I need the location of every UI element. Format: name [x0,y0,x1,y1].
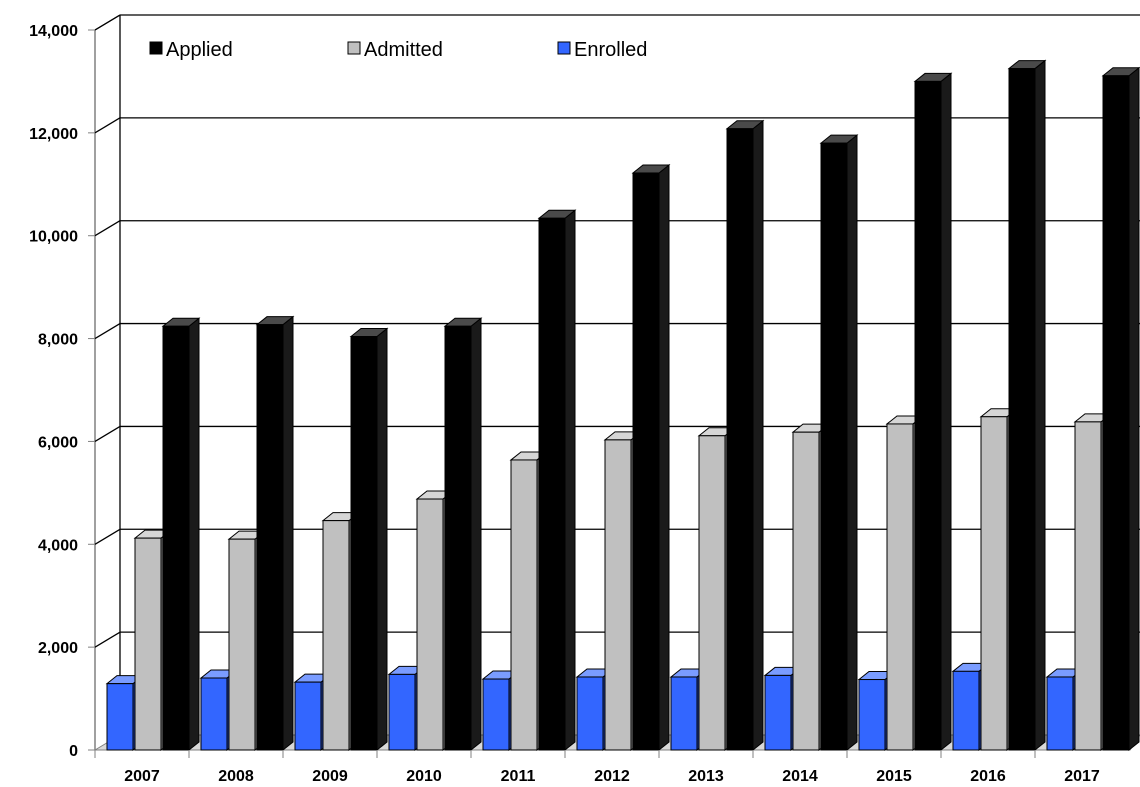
legend-label: Enrolled [574,39,647,61]
bar-applied-2009 [349,327,389,752]
bar-front [538,217,566,751]
y-tick-label: 0 [69,743,78,760]
x-tick-label: 2007 [124,768,160,785]
x-tick-label: 2010 [406,768,442,785]
bar-front [134,537,162,751]
bar-front [914,80,942,751]
bar-side [470,317,482,752]
bar-applied-2012 [631,163,671,752]
x-tick-label: 2014 [782,768,818,785]
bar-front [820,142,848,751]
x-tick-label: 2012 [594,768,630,785]
y-tick-label: 8,000 [38,332,78,349]
bar-front [162,325,190,751]
bar-applied-2017 [1101,66,1140,752]
gridline-side [94,631,121,648]
bar-front [106,683,134,751]
bar-front [726,128,754,751]
bar-applied-2014 [819,134,859,752]
y-axis: 0 2,000 4,000 6,000 8,000 10,000 12,000 14,000 [29,23,95,760]
gridline-side [94,323,121,340]
bar-front [632,172,660,751]
bar-front [1008,68,1036,751]
gridline-side [94,220,121,237]
bar-front [952,670,980,751]
bar-front [576,676,604,751]
x-axis: 2007 2008 2009 2010 2011 2012 2013 2014 2015 2016… [94,750,1100,785]
bar-front [764,674,792,751]
bar-front [670,676,698,751]
y-tick-label: 4,000 [38,537,78,554]
bar-front [256,324,284,751]
gridline-side [94,528,121,545]
bar-side [376,327,388,752]
bar-side [564,209,576,752]
bar-front [604,439,632,751]
y-tick-label: 2,000 [38,640,78,657]
y-tick-label: 14,000 [29,23,78,40]
bar-side [188,317,200,752]
legend-swatch [149,41,163,55]
x-tick-label: 2011 [501,768,536,785]
bar-side [846,134,858,752]
bar-front [858,679,886,751]
bar-front [228,538,256,751]
bar-applied-2013 [725,119,765,752]
bar-front [1074,421,1102,751]
bar-front [886,423,914,751]
gridline-side [94,14,121,31]
bar-applied-2011 [537,209,577,752]
bar-front [416,498,444,751]
bar-applied-2016 [1007,59,1047,752]
bar-front [1102,75,1130,751]
legend: Applied Admitted Enrolled [149,39,647,61]
y-tick-label: 10,000 [29,229,78,246]
bar-applied-2008 [255,315,295,752]
bar-front [482,678,510,751]
bar-front [1046,676,1074,751]
bar-front [980,416,1008,751]
bar-applied-2015 [913,72,953,752]
bar-front [444,325,472,751]
legend-label: Applied [166,39,233,61]
bar-front [350,336,378,751]
legend-swatch [347,41,361,55]
bar-side [752,119,764,752]
gridline-side [94,117,121,134]
bar-front [322,520,350,751]
bar-side [658,163,670,752]
bar-applied-2007 [161,317,201,752]
legend-item-admitted: Admitted [347,39,443,61]
bar-side [282,315,294,752]
y-tick-label: 12,000 [29,126,78,143]
bar-side [1034,59,1046,752]
legend-label: Admitted [364,39,443,61]
bar-front [200,677,228,751]
x-tick-label: 2013 [688,768,724,785]
y-tick-label: 6,000 [38,434,78,451]
x-tick-label: 2017 [1064,768,1100,785]
bar-side [1128,66,1140,752]
legend-swatch [557,41,571,55]
bar-front [698,435,726,751]
bars [105,59,1140,752]
bar-front [294,681,322,751]
bar-applied-2010 [443,317,483,752]
legend-item-enrolled: Enrolled [557,39,647,61]
bar-front [388,673,416,751]
legend-item-applied: Applied [149,39,233,61]
gridline-side [94,425,121,442]
x-tick-label: 2009 [312,768,348,785]
bar-front [510,459,538,751]
bar-front [792,431,820,751]
x-tick-label: 2015 [876,768,912,785]
bar-side [940,72,952,752]
x-tick-label: 2008 [218,768,254,785]
x-tick-label: 2016 [970,768,1006,785]
